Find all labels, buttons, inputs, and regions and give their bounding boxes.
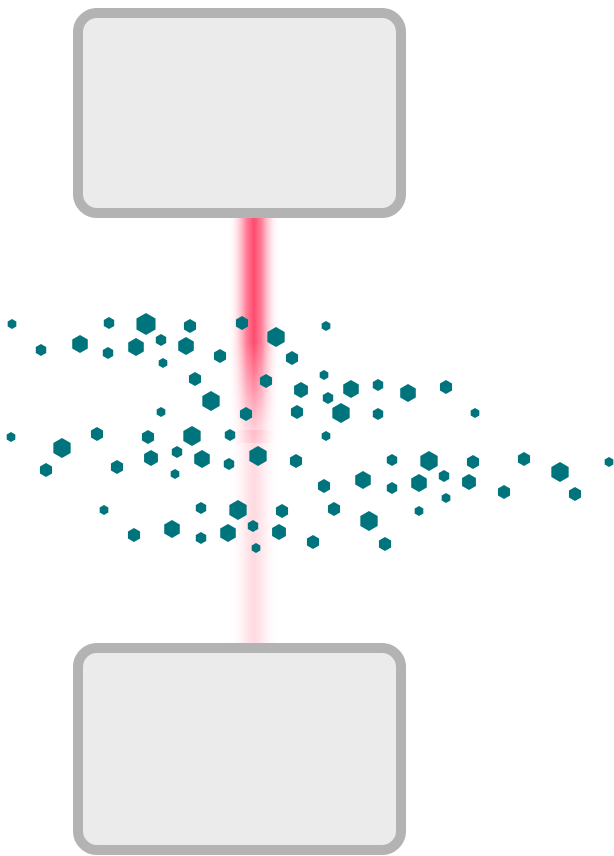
particle [327, 502, 341, 516]
particle [466, 455, 480, 469]
particle [321, 321, 331, 331]
particle [360, 511, 378, 531]
particle [568, 487, 582, 501]
particle [400, 384, 416, 402]
particle [386, 454, 398, 466]
particle [272, 524, 286, 540]
particle [195, 532, 207, 544]
particle [223, 458, 235, 470]
particle [127, 528, 141, 542]
particle [462, 474, 476, 490]
laser-beam-lower [228, 430, 280, 645]
particle [136, 313, 156, 335]
particle [321, 431, 331, 441]
particle [220, 524, 236, 542]
particle [53, 438, 71, 458]
particle [128, 338, 144, 356]
particle [372, 408, 384, 420]
particle [332, 403, 350, 423]
particle [251, 543, 261, 553]
particle [470, 408, 480, 418]
particle [144, 450, 158, 466]
particle [604, 457, 614, 467]
particle [141, 430, 155, 444]
particle [35, 344, 47, 356]
particle [202, 391, 220, 411]
particle [414, 506, 424, 516]
particle [183, 319, 197, 333]
particle [6, 432, 16, 442]
particle [441, 493, 451, 503]
particle [386, 482, 398, 494]
particle [235, 316, 249, 330]
particle [294, 382, 308, 398]
top-chamber [73, 8, 406, 218]
particle [322, 392, 334, 404]
particle [289, 454, 303, 468]
particle [7, 319, 17, 329]
particle [378, 537, 392, 551]
particle [90, 427, 104, 441]
particle [259, 374, 273, 388]
particle [188, 372, 202, 386]
particle [275, 504, 289, 518]
particle [178, 337, 194, 355]
particle [103, 317, 115, 329]
particle [267, 327, 285, 347]
particle [158, 358, 168, 368]
particle [438, 470, 450, 482]
particle [239, 407, 253, 421]
particle [517, 452, 531, 466]
particle [420, 451, 438, 471]
particle [194, 450, 210, 468]
particle [224, 429, 236, 441]
particle [439, 380, 453, 394]
particle [290, 405, 304, 419]
particle [247, 520, 259, 532]
particle [183, 426, 201, 446]
particle [355, 471, 371, 489]
particle [72, 335, 88, 353]
particle [497, 485, 511, 499]
particle-cloud [6, 313, 614, 553]
particle [306, 535, 320, 549]
particle [164, 520, 180, 538]
particle [110, 460, 124, 474]
particle [411, 474, 427, 492]
particle [195, 502, 207, 514]
particle [285, 351, 299, 365]
bottom-chamber [73, 643, 406, 855]
particle [317, 479, 331, 493]
particle [372, 379, 384, 391]
particle [39, 463, 53, 477]
particle [249, 446, 267, 466]
particle [213, 349, 227, 363]
particle [551, 462, 569, 482]
particle [102, 347, 114, 359]
particle [156, 407, 166, 417]
particle [99, 505, 109, 515]
particle [229, 500, 247, 520]
particle [319, 370, 329, 380]
particle [343, 380, 359, 398]
particle [155, 334, 167, 346]
particle [171, 446, 183, 458]
particle [170, 469, 180, 479]
